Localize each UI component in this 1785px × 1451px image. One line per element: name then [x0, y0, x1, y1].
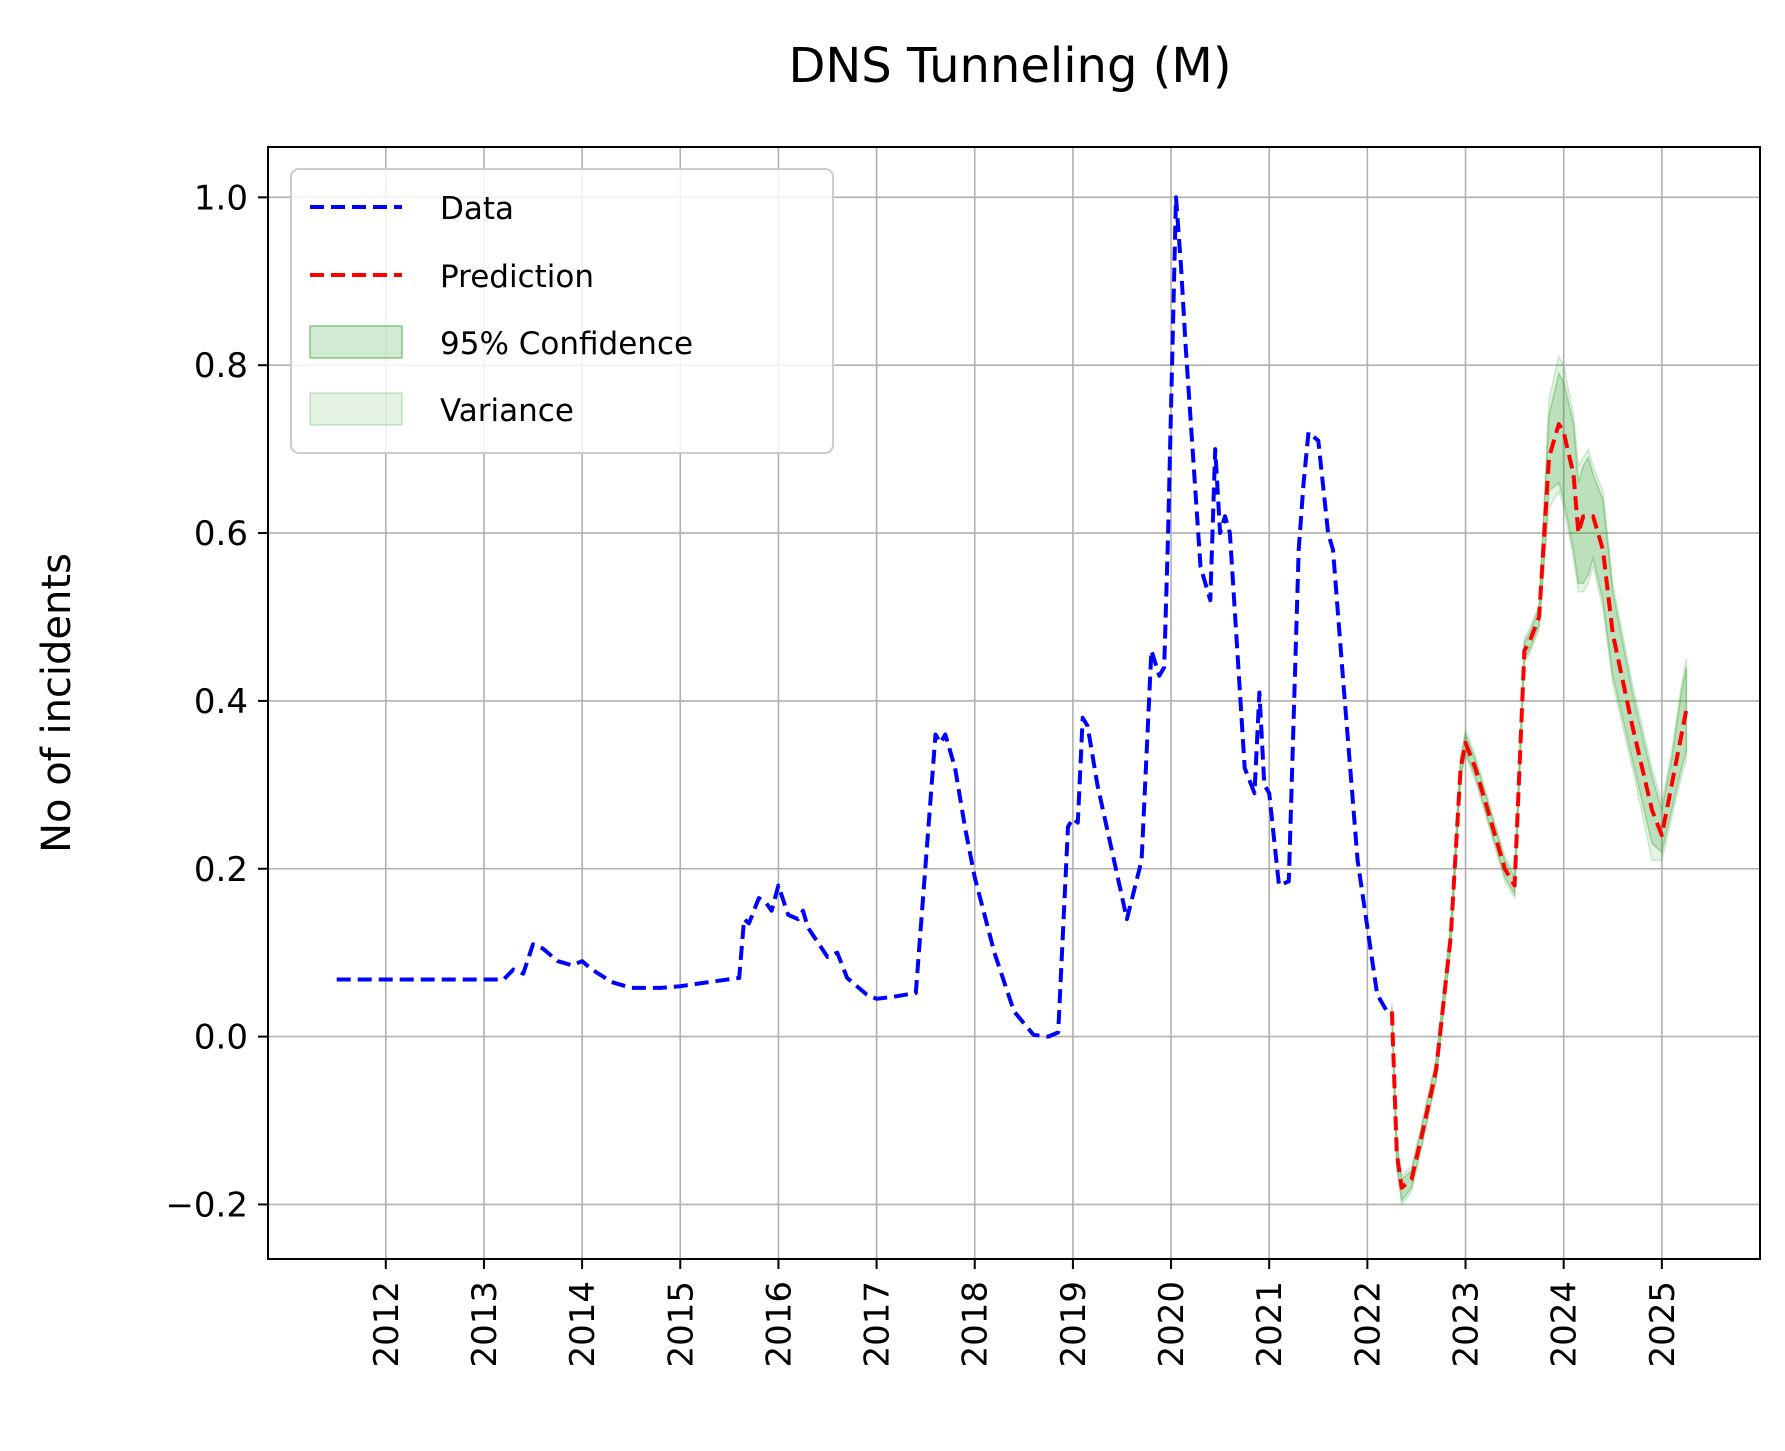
legend-label-variance: Variance	[440, 393, 574, 429]
plot-area-frame	[267, 146, 1761, 1260]
x-tick-label: 2020	[1152, 1281, 1192, 1368]
x-tick-label: 2013	[465, 1281, 505, 1368]
y-tick-label: 0.4	[194, 682, 248, 722]
axis-ticks: 2012 2013 2014 2015 2016 2017 2018 2019 2020 2021…	[165, 178, 1682, 1367]
x-tick-label: 2018	[956, 1281, 996, 1368]
x-tick-label: 2024	[1545, 1281, 1585, 1368]
x-tick-label: 2014	[563, 1281, 603, 1368]
legend-label-data: Data	[440, 191, 514, 227]
x-tick-label: 2012	[367, 1281, 407, 1368]
prediction-bands	[1391, 354, 1688, 1207]
data-series-line	[336, 195, 1389, 1039]
legend-swatch-confidence	[309, 325, 403, 359]
legend-box	[290, 168, 834, 454]
legend-label-confidence: 95% Confidence	[440, 326, 693, 362]
series-lines	[336, 195, 1689, 1190]
x-tick-label: 2017	[858, 1281, 898, 1368]
prediction-series-line	[1389, 422, 1689, 1190]
x-tick-label: 2016	[759, 1281, 799, 1368]
y-tick-label: 0.2	[194, 850, 248, 890]
x-tick-label: 2021	[1250, 1281, 1290, 1368]
x-tick-label: 2019	[1054, 1281, 1094, 1368]
x-tick-label: 2023	[1447, 1281, 1487, 1368]
legend: Data Prediction 95% Confidence Variance	[290, 168, 834, 454]
y-tick-label: 0.8	[194, 346, 248, 386]
x-tick-label: 2022	[1348, 1281, 1388, 1368]
variance-band	[1391, 354, 1688, 1207]
x-tick-label: 2015	[661, 1281, 701, 1368]
y-tick-label: −0.2	[165, 1185, 248, 1225]
y-axis-label: No of incidents	[34, 553, 80, 853]
y-tick-label: 1.0	[194, 178, 248, 218]
confidence-band	[1391, 371, 1688, 1203]
y-tick-label: 0.0	[194, 1018, 248, 1058]
chart-title: DNS Tunneling (M)	[788, 38, 1231, 94]
legend-label-prediction: Prediction	[440, 259, 594, 295]
legend-swatch-variance	[309, 392, 403, 426]
x-tick-label: 2025	[1643, 1281, 1683, 1368]
y-tick-label: 0.6	[194, 514, 248, 554]
